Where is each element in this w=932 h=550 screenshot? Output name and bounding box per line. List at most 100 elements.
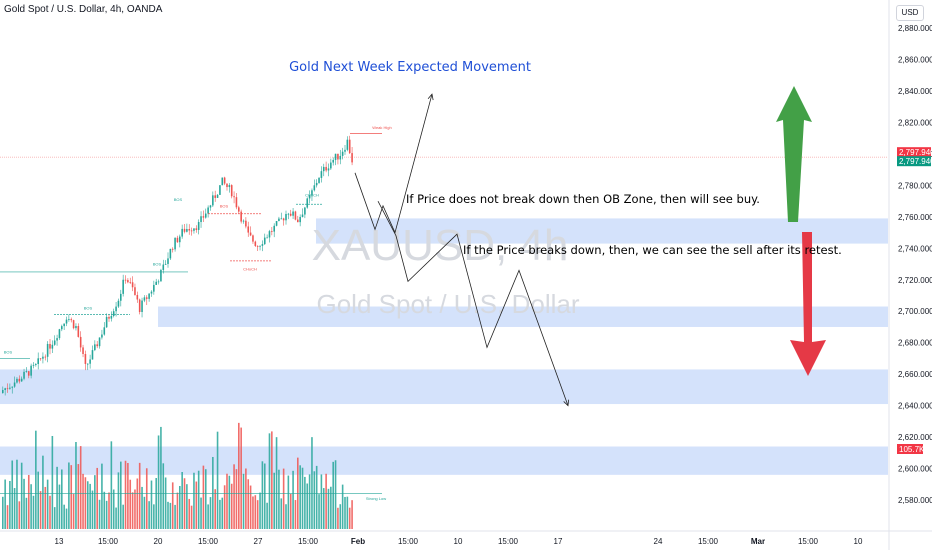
buy-arrow-icon xyxy=(776,86,812,222)
volume-bar xyxy=(268,433,271,529)
volume-bar xyxy=(115,507,117,529)
currency-selector-button[interactable]: USD xyxy=(896,5,924,21)
candle-body xyxy=(332,159,334,163)
volume-bar xyxy=(197,470,200,529)
volume-bar xyxy=(51,435,54,529)
time-axis-tick: 15:00 xyxy=(298,537,319,546)
candle-body xyxy=(268,231,271,238)
candle-body xyxy=(261,244,264,246)
volume-bar xyxy=(240,427,242,529)
volume-bar xyxy=(129,479,132,529)
candle-body xyxy=(77,326,80,337)
volume-bar xyxy=(341,484,344,529)
candle-body xyxy=(200,216,202,223)
volume-bar xyxy=(105,500,108,529)
volume-bar xyxy=(44,486,47,529)
candle-body xyxy=(219,185,221,195)
candle-body xyxy=(112,311,115,317)
candle-body xyxy=(4,388,6,390)
volume-bar xyxy=(209,497,212,529)
candle-body xyxy=(252,235,254,242)
candle-body xyxy=(181,228,183,237)
candle-body xyxy=(221,177,224,186)
volume-bar xyxy=(207,504,209,529)
volume-bar xyxy=(58,484,61,529)
sell-scenario-annotation: If the Price breaks down, then, we can s… xyxy=(463,243,842,257)
volume-bar xyxy=(82,473,84,529)
price-axis-tick: 2,720.000 xyxy=(898,276,932,285)
volume-bar xyxy=(127,462,129,529)
volume-bar xyxy=(141,486,143,529)
candle-body xyxy=(247,226,250,233)
price-axis-tick: 2,580.000 xyxy=(898,496,932,505)
candle-body xyxy=(63,323,65,327)
volume-badge-text: 105.7K xyxy=(899,445,925,454)
volume-bar xyxy=(334,460,337,529)
structure-label: BOS xyxy=(174,197,183,202)
volume-bar xyxy=(233,464,235,529)
structure-label: BOS xyxy=(84,306,93,311)
volume-bar xyxy=(56,466,58,529)
candle-body xyxy=(2,389,4,394)
candle-body xyxy=(58,329,61,339)
candle-body xyxy=(35,364,37,365)
volume-bar xyxy=(169,502,172,529)
volume-bar xyxy=(49,495,51,529)
candle-body xyxy=(322,166,325,172)
candle-body xyxy=(273,225,275,232)
volume-bar xyxy=(216,431,219,529)
volume-bar xyxy=(247,479,250,529)
candle-body xyxy=(164,263,167,265)
structure-label: CHoCH xyxy=(243,266,257,271)
volume-bar xyxy=(238,422,240,529)
volume-bar xyxy=(84,477,87,529)
volume-bar xyxy=(89,483,91,529)
sell-projection-path xyxy=(377,200,569,406)
time-axis-tick: Feb xyxy=(351,537,365,546)
candle-body xyxy=(348,139,351,154)
price-axis-tick: 2,760.000 xyxy=(898,213,932,222)
volume-bar xyxy=(256,500,259,529)
candle-body xyxy=(11,386,14,388)
candle-body xyxy=(27,371,30,376)
candle-body xyxy=(341,151,344,156)
candle-body xyxy=(39,358,42,360)
candle-body xyxy=(120,293,122,301)
candle-body xyxy=(51,344,54,349)
volume-bar xyxy=(202,465,205,529)
volume-bar xyxy=(94,475,96,529)
candle-body xyxy=(327,168,330,171)
time-axis-tick: 15:00 xyxy=(698,537,719,546)
candle-body xyxy=(311,190,313,196)
candle-body xyxy=(6,388,9,390)
watermark-symbol: XAUUSD, 4h xyxy=(312,221,569,270)
volume-bar xyxy=(42,455,44,529)
zone-sell-zone xyxy=(316,218,888,244)
candle-body xyxy=(23,371,25,379)
candle-body xyxy=(278,218,280,221)
candle-body xyxy=(190,230,193,232)
candle-body xyxy=(98,337,101,347)
volume-bar xyxy=(91,490,94,529)
volume-bar xyxy=(226,473,228,529)
time-axis-tick: 15:00 xyxy=(798,537,819,546)
candle-body xyxy=(75,326,77,329)
zones-layer xyxy=(0,156,888,475)
volume-bar xyxy=(332,461,334,529)
candle-body xyxy=(287,213,290,215)
candle-body xyxy=(209,205,212,208)
candle-body xyxy=(124,279,127,281)
buy-scenario-annotation: If Price does not break down then OB Zon… xyxy=(406,192,760,206)
volume-bar xyxy=(72,493,75,529)
candle-body xyxy=(25,371,28,372)
volume-bar xyxy=(167,501,169,529)
price-axis-tick: 2,780.000 xyxy=(898,181,932,190)
volume-bar xyxy=(61,469,63,529)
volume-bar xyxy=(27,474,30,529)
price-axis-tick: 2,620.000 xyxy=(898,433,932,442)
candle-body xyxy=(110,316,113,319)
volume-bar xyxy=(315,465,318,529)
candle-body xyxy=(115,306,117,312)
